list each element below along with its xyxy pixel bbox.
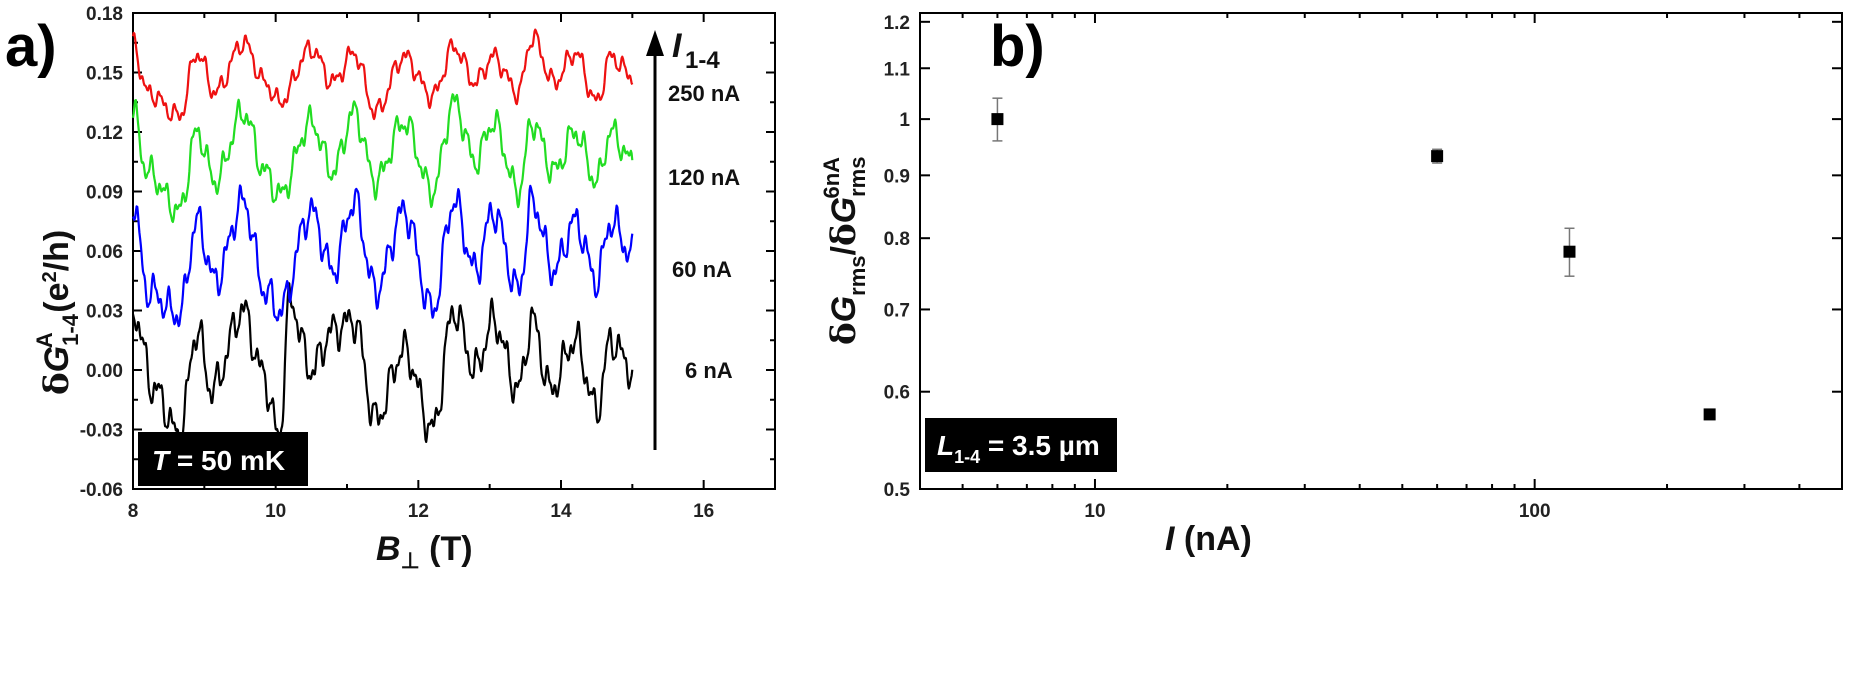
y-tick-label: 0.15 — [86, 64, 123, 85]
current-arrow-head — [646, 30, 664, 56]
temperature-box — [138, 432, 308, 486]
y-tick-label: 0.9 — [884, 166, 910, 187]
panel-a-curves — [131, 28, 634, 456]
y-tick-label: 0.5 — [884, 480, 911, 501]
length-label: L1-4 = 3.5 µm — [937, 430, 1100, 467]
panel-b-frame — [919, 12, 1843, 490]
current-label: 6 nA — [685, 358, 733, 383]
trace-120-na — [131, 93, 634, 223]
temperature-label: T = 50 mK — [152, 445, 285, 476]
y-tick-label: 0.06 — [86, 242, 123, 263]
trace-60-na — [131, 184, 634, 328]
current-label: 250 nA — [668, 81, 740, 106]
y-tick-label: -0.06 — [80, 480, 123, 501]
y-tick-label: 1.2 — [884, 13, 910, 34]
y-tick-label: 0.00 — [86, 361, 123, 382]
y-tick-label: 0.18 — [86, 4, 123, 25]
y-tick-label: 1 — [899, 110, 910, 131]
y-tick-label: 0.09 — [86, 183, 123, 204]
panel-a-ylabel: δG1-4A (e2/h) — [32, 230, 83, 395]
x-tick-label: 12 — [408, 501, 429, 522]
x-tick-label: 14 — [550, 501, 572, 522]
data-point — [1431, 150, 1444, 163]
y-tick-label: 0.6 — [884, 383, 910, 404]
trace-6-na — [131, 282, 634, 456]
y-tick-label: -0.03 — [80, 421, 123, 442]
data-point — [1703, 408, 1716, 421]
panel-a-xlabel: B⊥ (T) — [376, 530, 473, 573]
y-tick-label: 1.1 — [884, 59, 911, 80]
panel-a-ticks: 8 10 12 14 16 -0.06 -0.03 0.00 0.03 0.06 0.09 0.12 0… — [80, 4, 776, 522]
y-tick-label: 0.7 — [884, 300, 910, 321]
current-labels: 6 nA 60 nA 120 nA 250 nA — [668, 81, 740, 383]
data-point — [1563, 245, 1576, 258]
x-tick-label: 16 — [693, 501, 714, 522]
panel-b-ticks: 10 100 0.5 0.6 0.7 0.8 0.9 1 1.1 1.2 — [884, 13, 1843, 522]
arrow-label-i: I — [672, 27, 683, 65]
panel-b-points — [991, 97, 1716, 421]
x-tick-label: 10 — [265, 501, 286, 522]
panel-a-label: a) — [5, 14, 57, 79]
y-tick-label: 0.12 — [86, 123, 123, 144]
panel-b-label: b) — [990, 14, 1045, 79]
y-tick-label: 0.8 — [884, 229, 910, 250]
svg-text:δGrms/δGrms6nA: δGrms/δGrms6nA — [819, 157, 870, 345]
x-tick-label: 8 — [128, 501, 139, 522]
panel-b-ylabel: δGrms/δGrms6nA — [819, 157, 870, 345]
y-tick-label: 0.03 — [86, 302, 123, 323]
x-tick-label: 10 — [1084, 501, 1105, 522]
x-tick-label: 100 — [1519, 501, 1551, 522]
svg-text:δG1-4A (e2/h): δG1-4A (e2/h) — [32, 230, 83, 395]
trace-250-na — [131, 28, 634, 122]
current-label: 120 nA — [668, 165, 740, 190]
length-box — [925, 418, 1117, 472]
panel-b-xlabel: I (nA) — [1165, 520, 1252, 558]
current-label: 60 nA — [672, 257, 732, 282]
arrow-label-sub: 1-4 — [685, 47, 720, 74]
data-point — [991, 113, 1004, 126]
